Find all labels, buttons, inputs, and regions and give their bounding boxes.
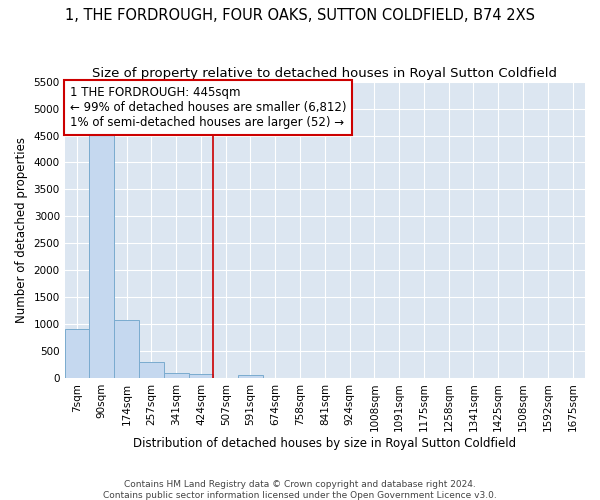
Bar: [89, 132, 114, 378]
Bar: [114, 320, 139, 378]
Bar: [65, 330, 89, 378]
Text: 1 THE FORDROUGH: 445sqm
← 99% of detached houses are smaller (6,812)
1% of semi-: 1 THE FORDROUGH: 445sqm ← 99% of detache…: [70, 86, 346, 129]
Bar: [238, 375, 263, 378]
Bar: [188, 374, 214, 378]
Text: 1, THE FORDROUGH, FOUR OAKS, SUTTON COLDFIELD, B74 2XS: 1, THE FORDROUGH, FOUR OAKS, SUTTON COLD…: [65, 8, 535, 22]
Bar: [139, 362, 164, 378]
Text: Contains HM Land Registry data © Crown copyright and database right 2024.
Contai: Contains HM Land Registry data © Crown c…: [103, 480, 497, 500]
Y-axis label: Number of detached properties: Number of detached properties: [15, 136, 28, 323]
X-axis label: Distribution of detached houses by size in Royal Sutton Coldfield: Distribution of detached houses by size …: [133, 437, 517, 450]
Bar: [164, 373, 188, 378]
Title: Size of property relative to detached houses in Royal Sutton Coldfield: Size of property relative to detached ho…: [92, 68, 557, 80]
